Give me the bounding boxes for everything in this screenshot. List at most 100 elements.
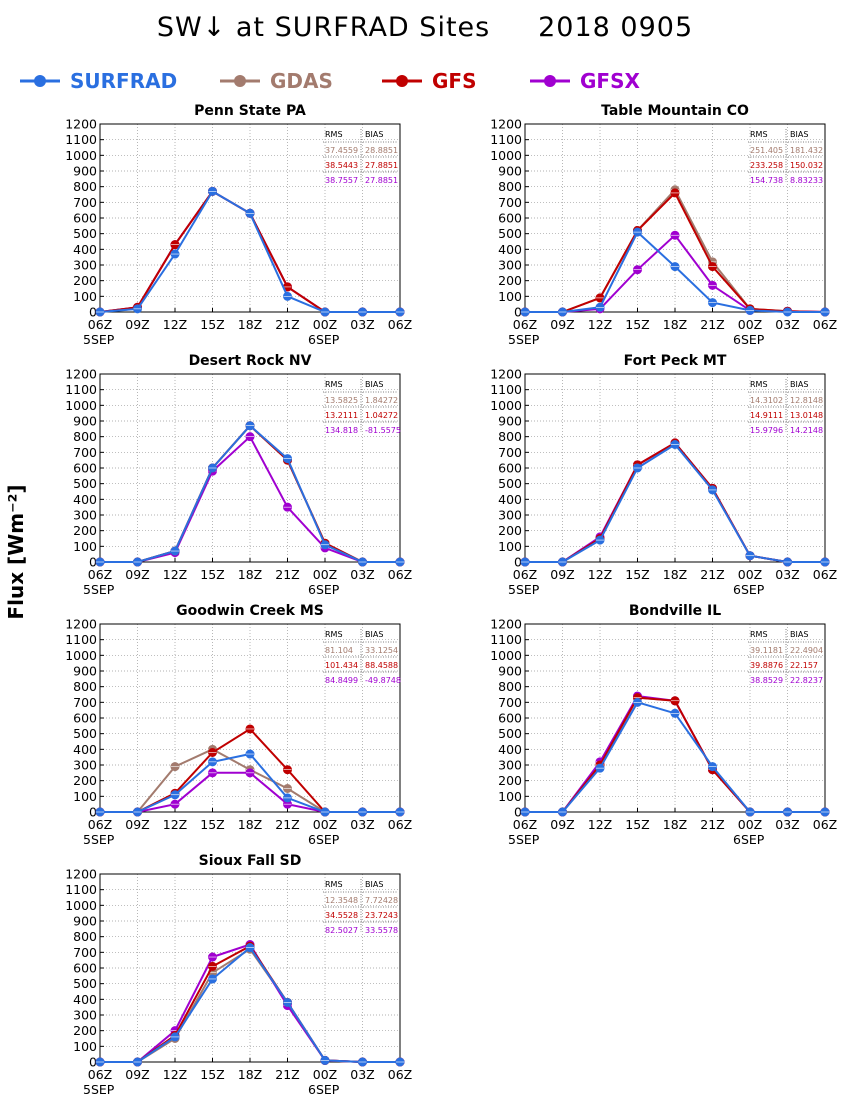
legend-label: SURFRAD [70, 69, 178, 93]
y-tick-label: 1000 [490, 648, 522, 663]
y-tick-label: 400 [73, 992, 97, 1007]
x-tick-label: 15Z [200, 1067, 224, 1082]
y-tick-label: 1100 [65, 382, 97, 397]
stats-header-bias: BIAS [365, 130, 383, 139]
legend-label: GFS [432, 69, 477, 93]
y-tick-label: 500 [73, 226, 97, 241]
x-tick-label: 06Z [513, 317, 537, 332]
x-tick-label: 00Z [738, 567, 762, 582]
x-tick-label: 09Z [125, 1067, 149, 1082]
stats-rms-value: 39.8876 [750, 661, 783, 670]
y-tick-label: 800 [73, 179, 97, 194]
x-tick-label: 06Z [88, 317, 112, 332]
stats-header-rms: RMS [750, 130, 768, 139]
y-tick-label: 800 [498, 179, 522, 194]
y-tick-label: 600 [73, 961, 97, 976]
series-line [525, 233, 826, 313]
y-tick-label: 900 [73, 914, 97, 929]
y-tick-label: 0 [514, 305, 522, 320]
x-tick-label: 06Z [88, 567, 112, 582]
stats-rms-value: 81.104 [325, 646, 353, 655]
x-tick-label: 21Z [275, 317, 299, 332]
y-tick-label: 1200 [65, 117, 97, 132]
series-line [525, 441, 825, 563]
y-tick-label: 0 [89, 1055, 97, 1070]
x-date-label: 6SEP [308, 1082, 340, 1097]
y-tick-label: 300 [498, 758, 522, 773]
y-tick-label: 800 [73, 429, 97, 444]
x-date-label: 5SEP [83, 832, 115, 847]
chart-title: Penn State PA [194, 103, 306, 119]
y-tick-label: 1200 [490, 617, 522, 632]
y-tick-label: 700 [73, 945, 97, 960]
y-tick-label: 600 [73, 461, 97, 476]
y-tick-label: 1000 [490, 148, 522, 163]
y-tick-label: 600 [498, 461, 522, 476]
y-tick-label: 200 [498, 523, 522, 538]
stats-header-bias: BIAS [790, 130, 808, 139]
y-tick-label: 700 [498, 695, 522, 710]
chart-title: Fort Peck MT [624, 353, 727, 369]
x-tick-label: 09Z [125, 817, 149, 832]
y-tick-label: 400 [498, 242, 522, 257]
x-date-label: 6SEP [308, 832, 340, 847]
x-date-label: 5SEP [508, 332, 540, 347]
x-tick-label: 15Z [200, 317, 224, 332]
stats-rms-value: 14.3102 [750, 396, 783, 405]
x-tick-label: 00Z [738, 317, 762, 332]
y-tick-label: 800 [498, 679, 522, 694]
x-tick-label: 03Z [350, 567, 374, 582]
x-tick-label: 12Z [163, 1067, 187, 1082]
legend-label: GDAS [270, 69, 333, 93]
x-tick-label: 03Z [775, 817, 799, 832]
series-line [525, 441, 825, 563]
y-tick-label: 0 [514, 805, 522, 820]
x-tick-label: 09Z [550, 567, 574, 582]
x-tick-label: 06Z [88, 1067, 112, 1082]
y-tick-label: 100 [73, 1039, 97, 1054]
y-tick-label: 500 [73, 476, 97, 491]
y-tick-label: 800 [498, 429, 522, 444]
x-tick-label: 06Z [388, 567, 412, 582]
stats-rms-value: 39.1181 [750, 646, 783, 655]
chart-panel: Bondville IL 0100200300400500600700800900… [490, 603, 837, 847]
y-tick-label: 0 [89, 555, 97, 570]
y-tick-label: 900 [498, 164, 522, 179]
y-tick-label: 600 [73, 711, 97, 726]
x-tick-label: 09Z [550, 317, 574, 332]
y-tick-label: 1000 [65, 398, 97, 413]
chart-title: Table Mountain CO [601, 103, 749, 119]
x-tick-label: 21Z [275, 567, 299, 582]
x-tick-label: 03Z [350, 1067, 374, 1082]
stats-rms-value: 233.258 [750, 161, 783, 170]
y-tick-label: 100 [498, 539, 522, 554]
x-tick-label: 12Z [163, 817, 187, 832]
legend-line-marker-icon [530, 75, 570, 87]
y-tick-label: 100 [73, 289, 97, 304]
chart-panel: Fort Peck MT 0100200300400500600700800900… [490, 353, 837, 597]
y-tick-label: 0 [514, 555, 522, 570]
y-tick-label: 400 [73, 242, 97, 257]
x-tick-label: 18Z [238, 567, 262, 582]
stats-rms-value: 101.434 [325, 661, 358, 670]
x-tick-label: 21Z [275, 817, 299, 832]
x-tick-label: 03Z [350, 817, 374, 832]
x-tick-label: 12Z [588, 817, 612, 832]
y-tick-label: 600 [498, 711, 522, 726]
y-tick-label: 200 [73, 773, 97, 788]
x-tick-label: 06Z [388, 317, 412, 332]
x-tick-label: 09Z [550, 817, 574, 832]
x-tick-label: 06Z [388, 817, 412, 832]
x-tick-label: 03Z [775, 317, 799, 332]
y-tick-label: 1200 [65, 867, 97, 882]
stats-bias-value: -49.8748 [365, 676, 401, 685]
series-line [525, 191, 826, 313]
stats-rms-value: 38.5443 [325, 161, 358, 170]
y-tick-label: 600 [498, 211, 522, 226]
x-tick-label: 15Z [625, 567, 649, 582]
x-tick-label: 00Z [313, 317, 337, 332]
y-tick-label: 600 [73, 211, 97, 226]
x-tick-label: 21Z [275, 1067, 299, 1082]
stats-bias-value: 8.83233 [790, 176, 823, 185]
y-tick-label: 500 [498, 476, 522, 491]
